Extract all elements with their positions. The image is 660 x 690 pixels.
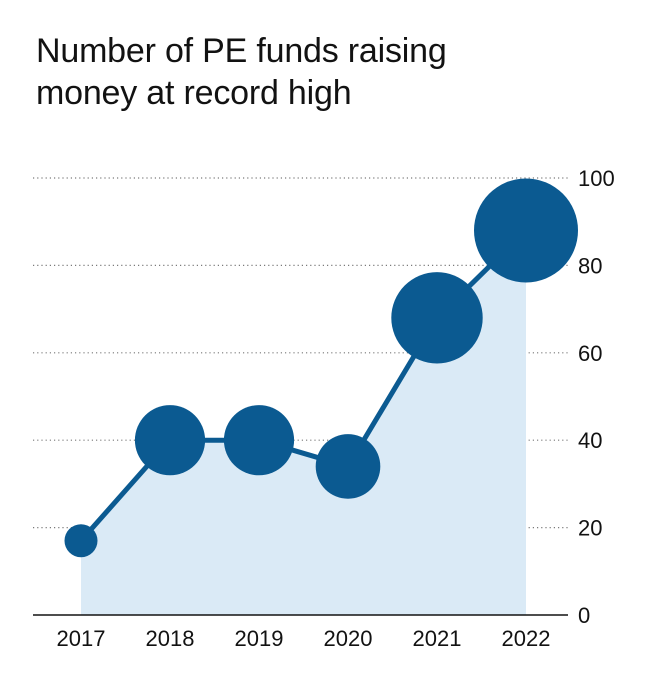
- chart-title-line-2: money at record high: [36, 74, 352, 112]
- data-point-2020: [315, 434, 381, 499]
- data-point-2021: [391, 272, 483, 364]
- data-point-2018: [134, 405, 206, 476]
- area-fill-layer: [81, 230, 526, 615]
- x-tick-label: 2020: [324, 626, 373, 651]
- y-tick-label: 80: [578, 253, 602, 278]
- x-tick-label: 2022: [502, 626, 551, 651]
- x-tick-label: 2017: [57, 626, 106, 651]
- y-tick-label: 100: [578, 166, 615, 191]
- x-tick-label: 2021: [413, 626, 462, 651]
- data-point-2022: [474, 178, 578, 283]
- data-point-2019: [223, 405, 295, 476]
- chart-title-line-1: Number of PE funds raising: [36, 32, 447, 70]
- x-tick-label: 2018: [146, 626, 195, 651]
- area-fill: [81, 230, 526, 615]
- y-tick-label: 60: [578, 341, 602, 366]
- y-axis-labels: 0 20 40 60 80 100: [578, 166, 615, 628]
- data-point-2017: [64, 524, 98, 558]
- markers-layer: [64, 178, 578, 558]
- x-axis-labels: 2017 2018 2019 2020 2021 2022: [57, 626, 551, 651]
- y-tick-label: 20: [578, 516, 602, 541]
- chart-title: Number of PE funds raising money at reco…: [36, 30, 636, 114]
- y-tick-label: 40: [578, 428, 602, 453]
- y-tick-label: 0: [578, 603, 590, 628]
- x-tick-label: 2019: [235, 626, 284, 651]
